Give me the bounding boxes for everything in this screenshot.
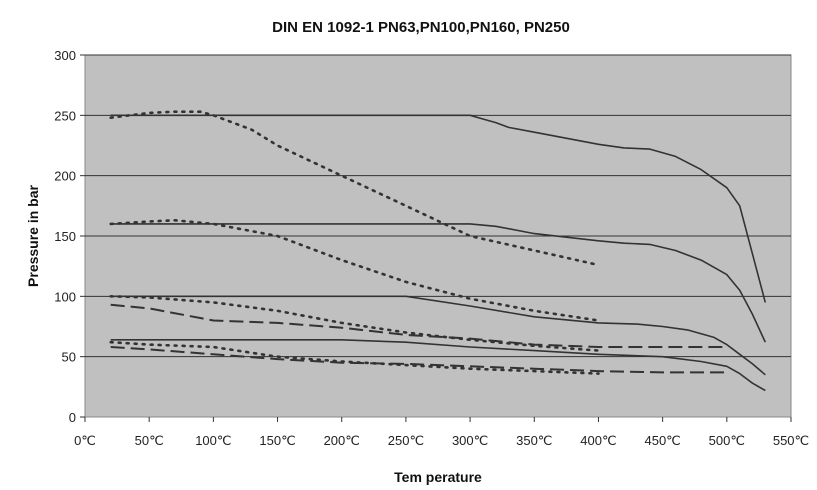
x-tick-label: 300℃ xyxy=(452,433,488,448)
series-line-3-solid xyxy=(110,223,767,343)
x-tick-label: 250℃ xyxy=(388,433,424,448)
series-line-6-dotted xyxy=(109,294,600,352)
series-line-10-dashed xyxy=(110,346,727,374)
y-axis-label: Pressure in bar xyxy=(25,184,41,286)
x-tick-label: 200℃ xyxy=(324,433,360,448)
x-tick-label: 500℃ xyxy=(709,433,745,448)
series-line-8-solid xyxy=(110,338,766,392)
x-tick-label: 150℃ xyxy=(259,433,295,448)
series-line-5-solid xyxy=(110,295,766,376)
x-tick-label: 0℃ xyxy=(74,433,96,448)
x-tick-label: 50℃ xyxy=(135,433,164,448)
tick-labels: 0 50 100 150 200 250 300 0℃ 50℃ 100℃ 150℃ 200℃ 250℃ 3… xyxy=(54,48,809,448)
series-line-4-dotted xyxy=(109,219,600,322)
x-tick-label: 350℃ xyxy=(516,433,552,448)
y-tick-label: 150 xyxy=(54,229,76,244)
y-tick-label: 100 xyxy=(54,289,76,304)
series-line-9-dotted xyxy=(109,340,600,375)
chart-title: DIN EN 1092-1 PN63,PN100,PN160, PN250 xyxy=(272,19,570,36)
x-tick-label: 550℃ xyxy=(773,433,809,448)
y-tick-label: 300 xyxy=(54,48,76,63)
y-tick-label: 250 xyxy=(54,108,76,123)
x-tick-label: 450℃ xyxy=(644,433,680,448)
y-tick-label: 0 xyxy=(69,410,76,425)
y-tick-label: 200 xyxy=(54,169,76,184)
series-line-7-dashed xyxy=(110,303,727,348)
x-tick-label: 400℃ xyxy=(580,433,616,448)
series-line-2-dotted xyxy=(109,110,600,267)
x-axis-label: Tem perature xyxy=(394,469,482,485)
series-group xyxy=(109,110,767,392)
x-tick-label: 100℃ xyxy=(195,433,231,448)
y-tick-label: 50 xyxy=(62,350,76,365)
series-line-1-solid xyxy=(110,114,767,303)
